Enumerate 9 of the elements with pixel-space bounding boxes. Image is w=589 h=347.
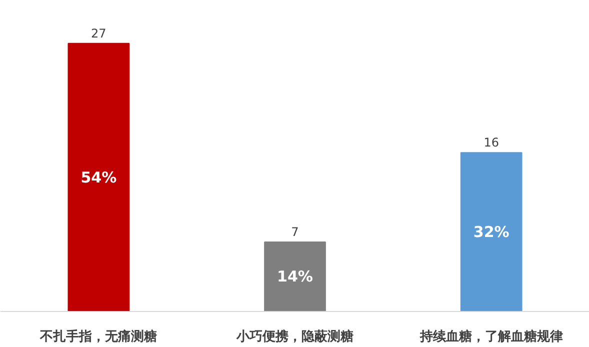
x-tick-label: 不扎手指，无痛测糖 (39, 328, 158, 344)
x-tick-label: 小巧便携，隐蔽测糖 (236, 328, 354, 344)
data-label: 27 (91, 26, 106, 40)
annotation: 32% (473, 223, 510, 242)
x-tick-label: 持续血糖，了解血糖规律 (418, 328, 563, 344)
data-label: 7 (291, 224, 299, 239)
annotation: 14% (277, 268, 313, 286)
annotation: 54% (80, 168, 117, 186)
data-label: 16 (484, 136, 499, 150)
